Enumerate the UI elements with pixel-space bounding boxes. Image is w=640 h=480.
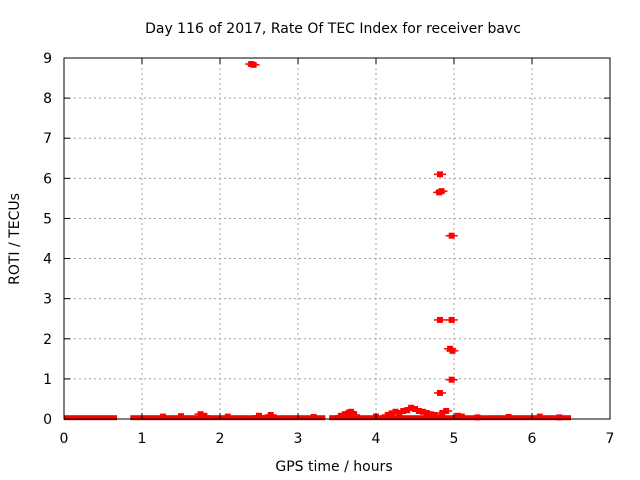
data-points <box>64 61 571 421</box>
data-point <box>446 347 459 354</box>
data-point <box>435 188 448 195</box>
data-point <box>553 414 566 421</box>
data-point <box>433 171 446 178</box>
data-point <box>502 413 515 420</box>
data-point <box>157 413 170 420</box>
data-point <box>175 413 187 420</box>
data-point <box>433 316 446 323</box>
y-tick-label: 2 <box>43 332 52 348</box>
y-tick-label: 6 <box>43 171 52 187</box>
x-tick-label: 6 <box>528 431 537 447</box>
data-point <box>221 413 234 420</box>
baseline-points <box>329 415 571 421</box>
x-tick-label: 0 <box>60 431 69 447</box>
y-tick-label: 4 <box>43 252 52 268</box>
data-point <box>445 316 458 323</box>
x-tick-label: 2 <box>216 431 225 447</box>
data-point <box>445 232 458 239</box>
axis-ticks: 0 1 2 3 4 5 6 7 0 1 2 3 4 5 6 7 8 9 <box>43 51 614 447</box>
grid <box>64 58 610 419</box>
y-tick-label: 7 <box>43 131 52 147</box>
data-point <box>445 376 458 383</box>
y-tick-label: 1 <box>43 372 52 388</box>
data-point <box>455 413 468 420</box>
y-tick-label: 9 <box>43 51 52 67</box>
x-tick-label: 4 <box>372 431 381 447</box>
data-point <box>253 412 265 419</box>
data-point <box>198 412 211 419</box>
x-tick-label: 1 <box>138 431 147 447</box>
data-point <box>348 411 361 418</box>
chart-title: Day 116 of 2017, Rate Of TEC Index for r… <box>145 21 521 37</box>
y-tick-label: 0 <box>43 412 52 428</box>
data-point <box>533 413 546 420</box>
y-tick-label: 3 <box>43 292 52 308</box>
data-point <box>433 389 446 396</box>
data-point <box>247 61 260 68</box>
plot-frame <box>63 57 611 420</box>
y-tick-label: 8 <box>43 91 52 107</box>
data-point <box>471 414 484 421</box>
y-tick-label: 5 <box>43 211 52 227</box>
data-point <box>428 411 441 418</box>
x-tick-label: 3 <box>294 431 303 447</box>
x-tick-label: 7 <box>606 431 615 447</box>
data-point <box>307 413 320 420</box>
x-axis-label: GPS time / hours <box>275 459 392 475</box>
x-tick-label: 5 <box>450 431 459 447</box>
data-point <box>264 411 277 418</box>
data-point <box>440 407 453 414</box>
baseline-points <box>64 415 118 421</box>
data-point <box>345 408 358 415</box>
y-axis-label: ROTI / TECUs <box>7 193 23 285</box>
